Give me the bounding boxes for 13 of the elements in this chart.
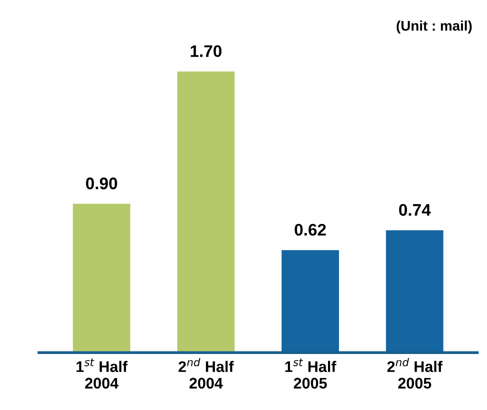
bar (386, 230, 444, 353)
data-label: 1.70 (190, 45, 222, 58)
data-label: 0.62 (294, 224, 326, 236)
data-label: 0.74 (399, 204, 431, 216)
x-tick-label: 2$^{nd}$ Half 2004 (178, 358, 234, 389)
text: (Unit : mail) (396, 20, 472, 34)
bar (282, 250, 339, 353)
x-tick-label: 2$^{nd}$ Half 2005 (387, 358, 443, 389)
bar (177, 71, 235, 353)
data-label: 0.90 (86, 178, 118, 190)
x-tick-label: 1$^{st}$ Half 2004 (76, 358, 128, 389)
x-tick-label: 1$^{st}$ Half 2005 (285, 358, 336, 389)
bar (72, 204, 130, 353)
